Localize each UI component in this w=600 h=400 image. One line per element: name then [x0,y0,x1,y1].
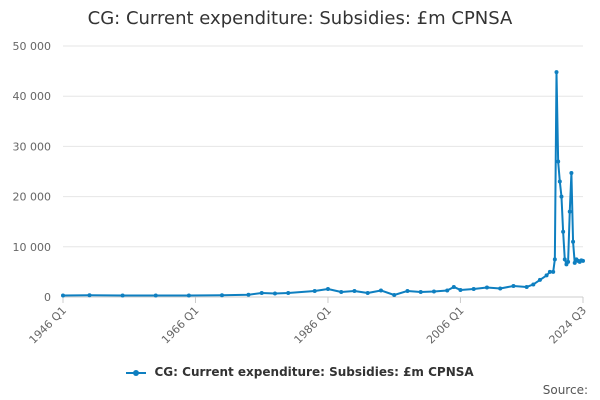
x-tick-label: 1946 Q1 [27,304,70,347]
y-tick-label: 50 000 [13,40,52,53]
data-point[interactable] [511,283,516,288]
data-point[interactable] [392,292,397,297]
data-point[interactable] [562,257,567,262]
legend[interactable]: CG: Current expenditure: Subsidies: £m C… [0,365,600,379]
data-point[interactable] [352,288,357,293]
data-point[interactable] [378,288,383,293]
data-point[interactable] [325,286,330,291]
data-point[interactable] [559,194,564,199]
data-point[interactable] [312,288,317,293]
gridlines [63,45,583,298]
data-point[interactable] [120,293,125,298]
data-point[interactable] [246,292,251,297]
data-point[interactable] [458,287,463,292]
legend-label: CG: Current expenditure: Subsidies: £m C… [154,365,474,379]
data-point[interactable] [219,293,224,298]
x-tick-label: 2006 Q1 [424,304,467,347]
y-axis: 0 10 000 20 000 30 000 40 000 50 000 [13,40,52,304]
data-point[interactable] [547,269,552,274]
x-tick-label: 1966 Q1 [159,304,202,347]
data-point[interactable] [552,257,557,262]
x-tick-label: 1986 Q1 [292,304,335,347]
data-point[interactable] [556,159,561,164]
data-point[interactable] [544,273,549,278]
series-line [62,71,584,297]
y-tick-label: 20 000 [13,191,52,204]
data-point[interactable] [471,286,476,291]
data-point[interactable] [418,289,423,294]
data-point[interactable] [445,288,450,293]
data-point[interactable] [451,284,456,289]
data-point[interactable] [561,229,566,234]
series-group [61,70,585,298]
data-point[interactable] [567,209,572,214]
data-point[interactable] [537,277,542,282]
x-axis: 1946 Q1 1966 Q1 1986 Q1 2006 Q1 2024 Q3 [27,297,590,347]
data-point[interactable] [431,289,436,294]
data-point[interactable] [554,70,559,75]
data-point[interactable] [498,286,503,291]
data-point[interactable] [566,259,571,264]
y-tick-label: 40 000 [13,90,52,103]
data-point[interactable] [551,269,556,274]
data-point[interactable] [286,290,291,295]
legend-swatch [126,368,147,378]
data-point[interactable] [365,290,370,295]
data-point[interactable] [272,291,277,296]
data-point[interactable] [61,293,65,298]
data-point[interactable] [259,290,264,295]
data-point[interactable] [524,284,529,289]
data-point[interactable] [186,293,191,298]
data-point[interactable] [569,171,574,176]
data-point[interactable] [484,285,489,290]
data-point[interactable] [531,282,536,287]
y-tick-label: 10 000 [13,241,52,254]
data-point[interactable] [339,289,344,294]
data-point[interactable] [572,260,577,265]
y-tick-label: 30 000 [13,140,52,153]
x-tick-label: 2024 Q3 [547,304,590,347]
data-point[interactable] [571,239,576,244]
data-point[interactable] [557,179,562,184]
data-point[interactable] [153,293,158,298]
chart-title: CG: Current expenditure: Subsidies: £m C… [87,8,513,29]
data-point[interactable] [581,258,585,263]
data-point[interactable] [405,288,410,293]
data-point[interactable] [87,293,92,298]
y-tick-label: 0 [44,291,51,304]
source-label: Source: [542,383,588,397]
